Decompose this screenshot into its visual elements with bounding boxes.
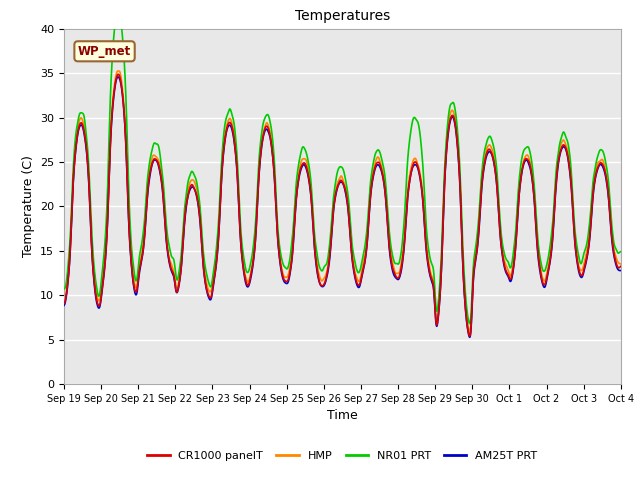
Line: NR01 PRT: NR01 PRT	[64, 13, 621, 324]
NR01 PRT	[568, 182, 576, 188]
Text: WP_met: WP_met	[78, 45, 131, 58]
NR01 PRT	[466, 321, 474, 326]
AM25T PRT	[466, 335, 474, 340]
AM25T PRT	[617, 268, 625, 274]
Y-axis label: Temperature (C): Temperature (C)	[22, 156, 35, 257]
Legend: CR1000 panelT, HMP, NR01 PRT, AM25T PRT: CR1000 panelT, HMP, NR01 PRT, AM25T PRT	[143, 446, 542, 465]
NR01 PRT	[279, 261, 287, 266]
CR1000 panelT	[520, 158, 528, 164]
CR1000 panelT	[184, 196, 191, 202]
CR1000 panelT	[617, 264, 625, 269]
AM25T PRT	[568, 196, 576, 202]
NR01 PRT	[617, 249, 625, 254]
CR1000 panelT	[428, 277, 436, 283]
Line: AM25T PRT: AM25T PRT	[64, 77, 621, 337]
Line: HMP: HMP	[64, 71, 621, 332]
CR1000 panelT	[60, 300, 68, 306]
HMP	[115, 68, 122, 74]
AM25T PRT	[60, 302, 68, 308]
CR1000 panelT	[292, 194, 300, 200]
NR01 PRT	[292, 179, 300, 185]
HMP	[520, 156, 528, 162]
HMP	[428, 274, 436, 280]
HMP	[60, 298, 68, 304]
Title: Temperatures: Temperatures	[295, 10, 390, 24]
AM25T PRT	[292, 195, 300, 201]
AM25T PRT	[115, 74, 122, 80]
AM25T PRT	[520, 160, 528, 166]
Line: CR1000 panelT: CR1000 panelT	[64, 74, 621, 336]
HMP	[617, 261, 625, 267]
NR01 PRT	[115, 11, 122, 16]
HMP	[292, 192, 300, 197]
NR01 PRT	[184, 183, 191, 189]
CR1000 panelT	[115, 72, 122, 77]
HMP	[568, 189, 576, 194]
NR01 PRT	[520, 147, 528, 153]
CR1000 panelT	[279, 273, 287, 279]
NR01 PRT	[428, 262, 436, 267]
AM25T PRT	[428, 279, 436, 285]
CR1000 panelT	[466, 333, 474, 339]
HMP	[279, 270, 287, 276]
HMP	[466, 329, 474, 335]
AM25T PRT	[184, 197, 191, 203]
AM25T PRT	[279, 276, 287, 281]
X-axis label: Time: Time	[327, 409, 358, 422]
NR01 PRT	[60, 286, 68, 292]
CR1000 panelT	[568, 194, 576, 200]
HMP	[184, 192, 191, 198]
